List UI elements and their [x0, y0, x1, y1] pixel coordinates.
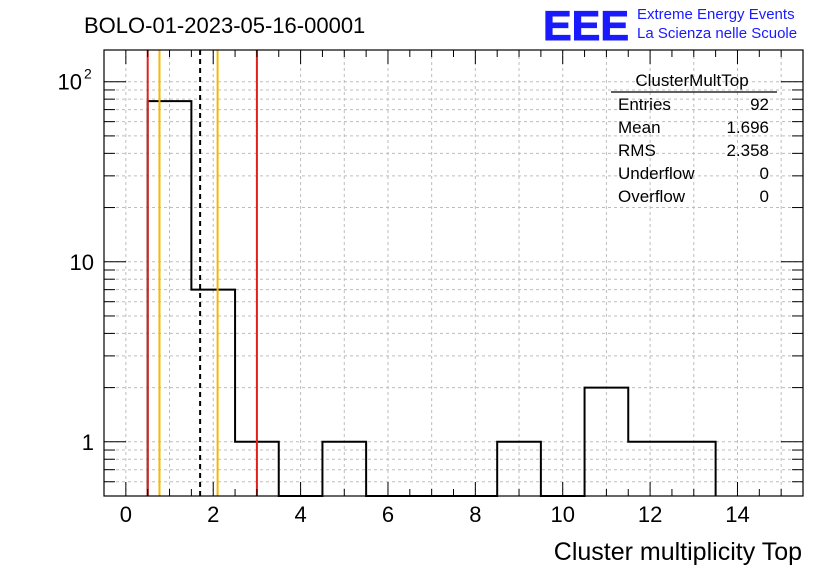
x-tick-label: 8: [469, 502, 481, 527]
x-tick-label: 2: [207, 502, 219, 527]
plot-frame: [103, 49, 804, 497]
stats-label-entries: Entries: [618, 95, 671, 114]
logo-line-1: Extreme Energy Events: [637, 6, 795, 23]
stats-value-rms: 2.358: [726, 141, 769, 160]
eee-logo: EEE Extreme Energy Events La Scienza nel…: [543, 2, 798, 50]
x-tick-label: 10: [550, 502, 574, 527]
x-tick-label: 12: [638, 502, 662, 527]
x-tick-label: 4: [294, 502, 306, 527]
y-tick-exponent: 2: [84, 66, 92, 82]
grid-lines: [104, 50, 803, 497]
stats-label-rms: RMS: [618, 141, 656, 160]
logo-line-2: La Scienza nelle Scuole: [637, 25, 797, 42]
x-axis-label: Cluster multiplicity Top: [554, 538, 802, 566]
stats-title: ClusterMultTop: [635, 71, 748, 90]
stats-box: ClusterMultTop Entries 92 Mean 1.696 RMS…: [611, 71, 777, 206]
stats-rows: Entries 92 Mean 1.696 RMS 2.358 Underflo…: [618, 95, 769, 206]
stats-label-underflow: Underflow: [618, 164, 695, 183]
x-tick-label: 0: [120, 502, 132, 527]
stats-value-underflow: 0: [760, 164, 769, 183]
x-tick-label: 6: [382, 502, 394, 527]
y-tick-label: 10: [70, 250, 94, 275]
reference-lines: [146, 50, 258, 496]
y-tick-label: 1: [82, 430, 94, 455]
logo-mark: EEE: [543, 2, 629, 49]
x-tick-label: 14: [725, 502, 749, 527]
stats-value-entries: 92: [750, 95, 769, 114]
stats-value-mean: 1.696: [726, 118, 769, 137]
run-title: BOLO-01-2023-05-16-00001: [84, 13, 365, 38]
y-tick-label: 10: [58, 70, 82, 95]
stats-label-overflow: Overflow: [618, 187, 686, 206]
stats-value-overflow: 0: [760, 187, 769, 206]
stats-label-mean: Mean: [618, 118, 661, 137]
